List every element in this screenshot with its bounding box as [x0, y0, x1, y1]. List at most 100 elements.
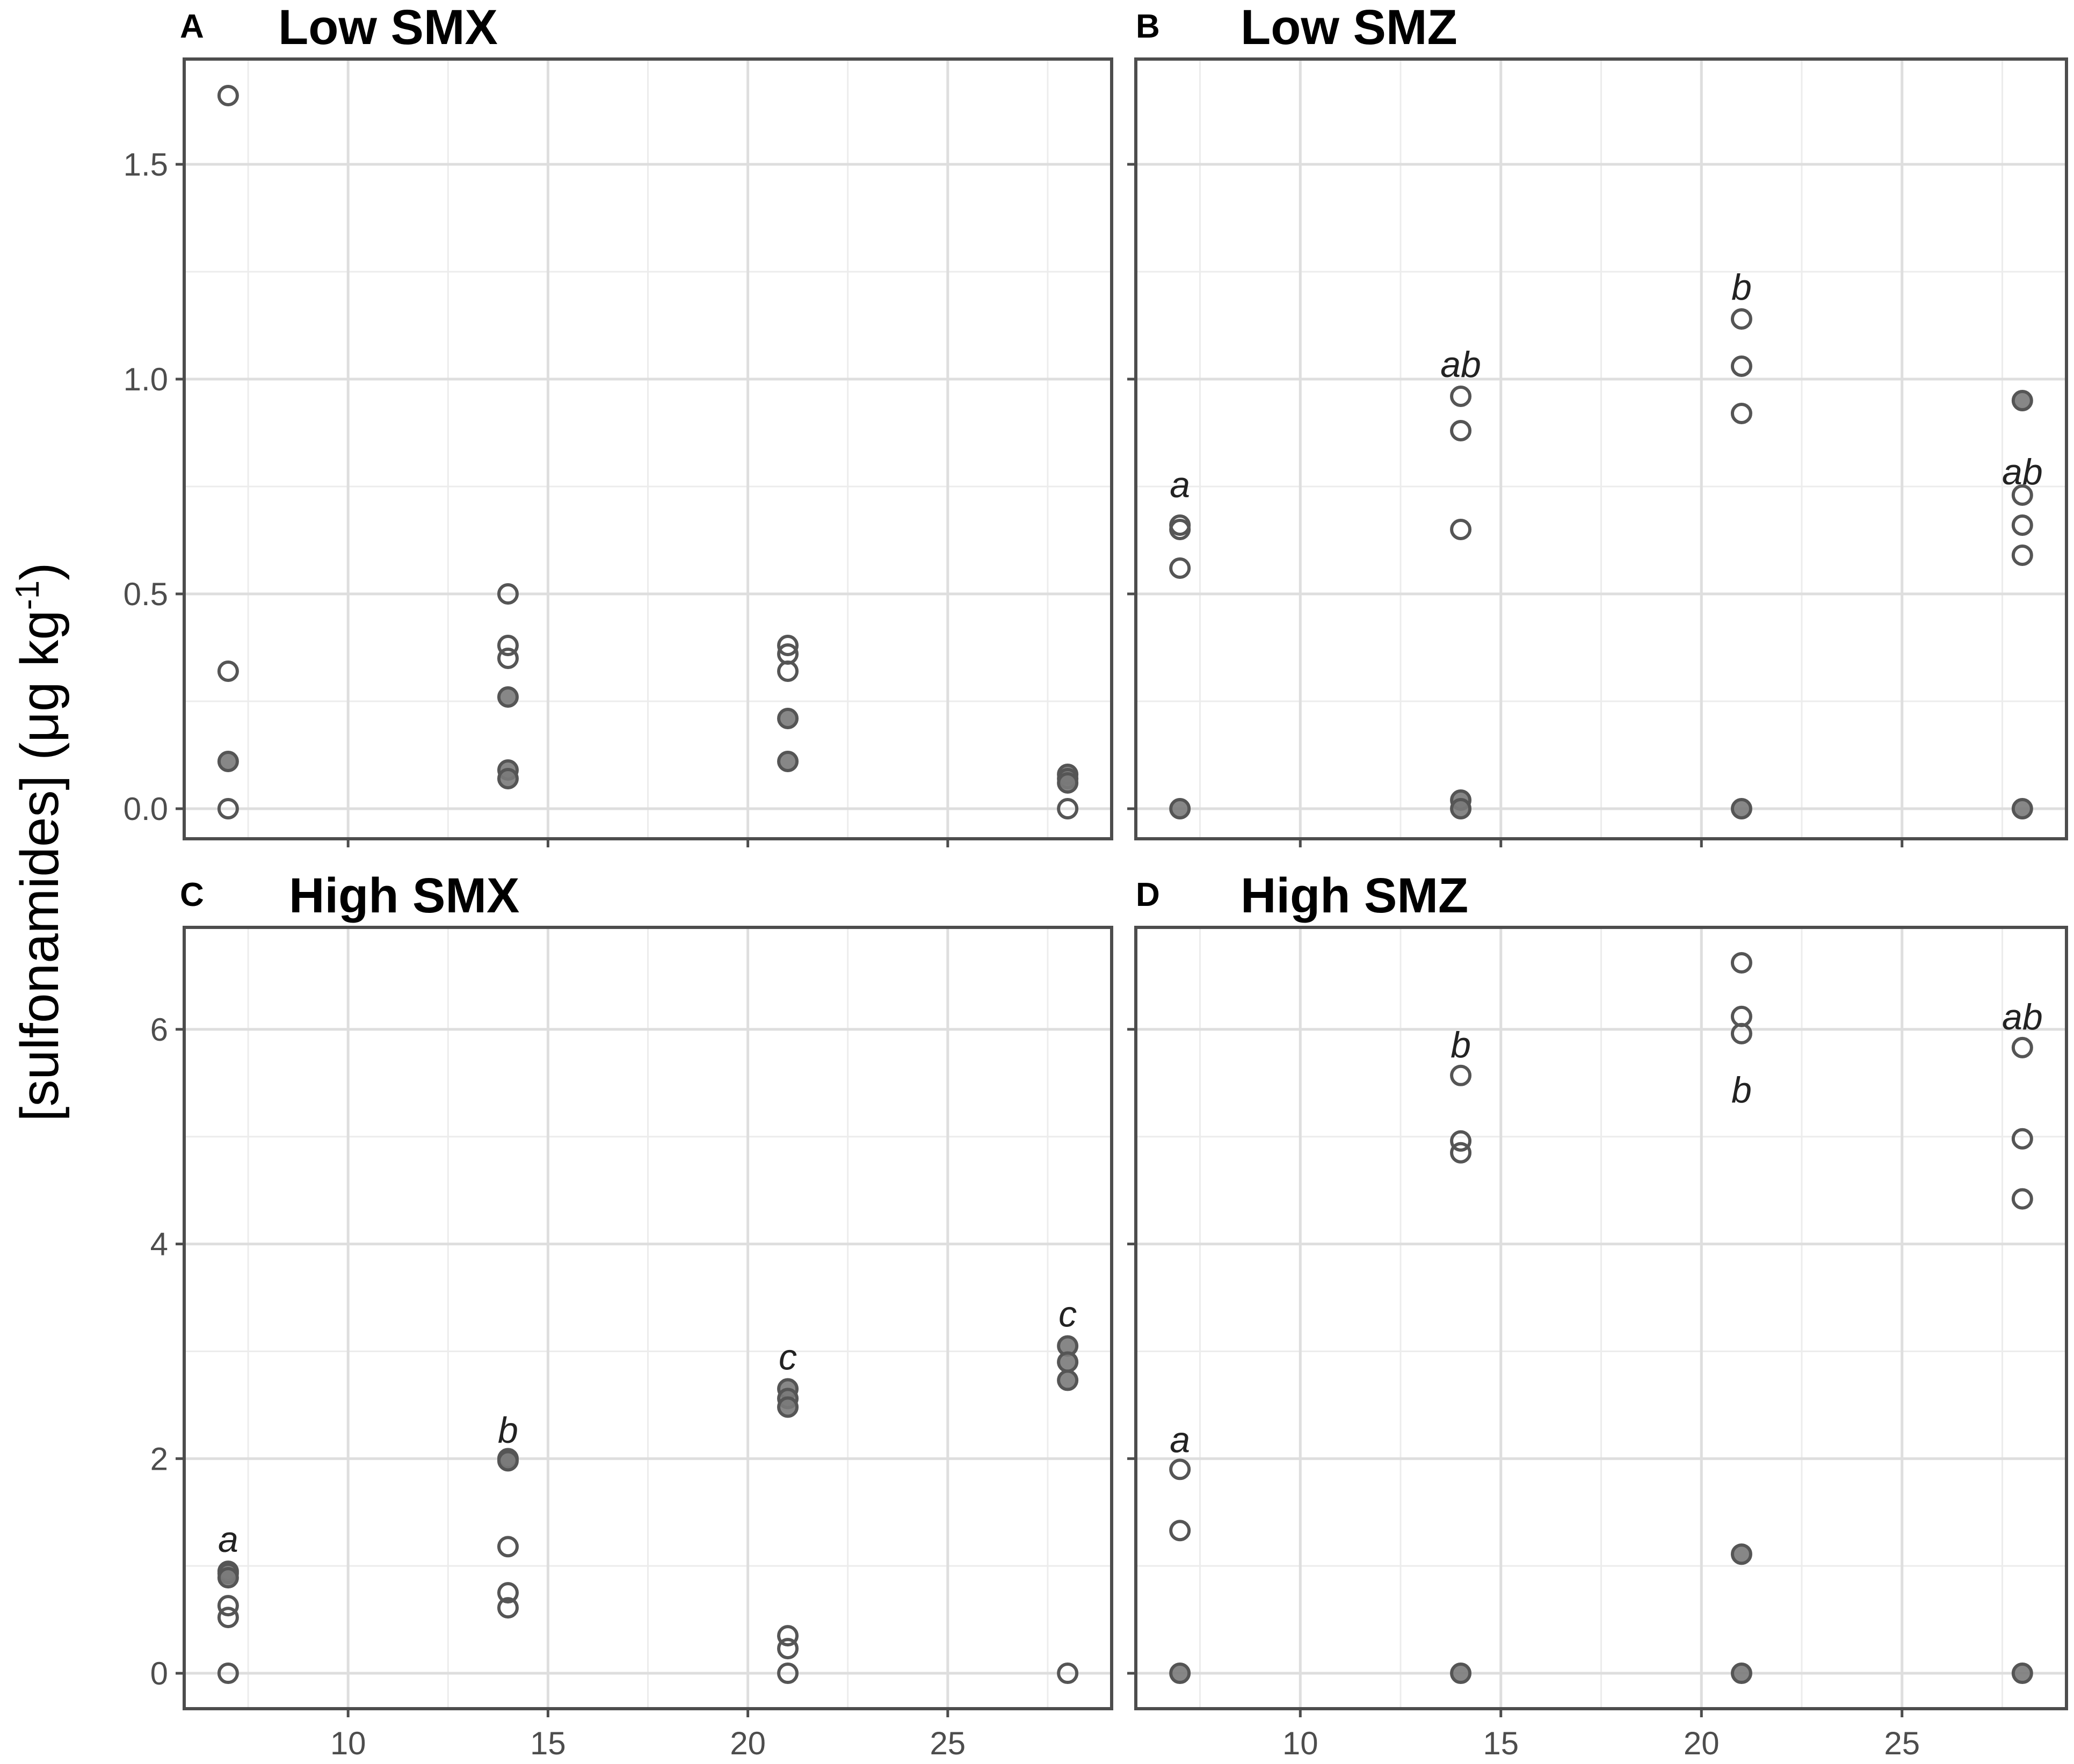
- panel-a: 0.0 0.5 1.0 1.5 A Low SMX: [124, 0, 1113, 847]
- data-point-open: [1730, 403, 1752, 424]
- significance-label: c: [779, 1337, 797, 1377]
- x-tick-label: 15: [1483, 1725, 1519, 1761]
- data-point-filled: [217, 751, 239, 772]
- data-point-open: [497, 1597, 519, 1619]
- significance-label: ab: [1440, 344, 1481, 385]
- data-point-open: [2011, 514, 2033, 536]
- x-tick-label: 15: [530, 1725, 566, 1761]
- data-point-open: [217, 660, 239, 682]
- data-point-open: [217, 1607, 239, 1629]
- data-point-open: [497, 583, 519, 605]
- data-point-open: [217, 1595, 239, 1617]
- significance-label: a: [218, 1519, 238, 1560]
- panel-c: 0 2 4 6 10 15 20 25 C High SMX a b c c: [150, 868, 1113, 1761]
- y-axis-label: [sulfonamides] (μg kg-1): [9, 563, 70, 1122]
- data-point-filled: [777, 1396, 799, 1418]
- data-point-open: [1169, 557, 1191, 579]
- x-tick-label: 25: [1884, 1725, 1920, 1761]
- data-point-open: [777, 643, 799, 665]
- data-point-filled: [1730, 1663, 1752, 1685]
- data-point-open: [1730, 355, 1752, 377]
- data-point-filled: [1057, 772, 1079, 794]
- data-point-open: [497, 1536, 519, 1558]
- x-tick-label: 20: [1684, 1725, 1720, 1761]
- significance-label: ab: [2002, 452, 2043, 492]
- panel-title: High SMZ: [1241, 868, 1468, 923]
- data-point-filled: [2011, 798, 2033, 819]
- data-point-open: [2011, 484, 2033, 506]
- y-tick-label: 0: [150, 1656, 168, 1692]
- data-point-filled: [1730, 798, 1752, 819]
- data-point-open: [497, 1582, 519, 1604]
- data-point-filled: [1730, 1543, 1752, 1565]
- data-point-open: [1169, 1520, 1191, 1542]
- data-point-open: [1450, 420, 1472, 441]
- data-point-filled: [1450, 798, 1472, 819]
- panel-letter: D: [1136, 876, 1160, 913]
- data-point-filled: [1057, 1351, 1079, 1373]
- data-point-open: [217, 798, 239, 819]
- data-point-open: [2011, 1128, 2033, 1150]
- data-point-open: [1730, 952, 1752, 974]
- data-point-filled: [1169, 798, 1191, 819]
- significance-label: b: [1451, 1025, 1471, 1065]
- data-point-open: [1730, 1005, 1752, 1027]
- panel-letter: C: [180, 876, 204, 913]
- significance-label: a: [1170, 1419, 1190, 1460]
- data-point-open: [1730, 308, 1752, 330]
- panels: 0.00.51.01.5A Low SMX B Low SMZaabbab024610…: [124, 0, 2068, 1761]
- x-tick-label: 10: [1282, 1725, 1318, 1761]
- data-point-open: [2011, 545, 2033, 566]
- data-point-open: [777, 1625, 799, 1647]
- panel-border: [183, 926, 1113, 1710]
- data-point-filled: [777, 751, 799, 772]
- data-point-filled: [2011, 1663, 2033, 1685]
- y-tick-label: 1.0: [124, 361, 168, 397]
- data-point-open: [217, 85, 239, 106]
- panel-title: High SMX: [289, 868, 519, 923]
- data-point-open: [777, 660, 799, 682]
- y-tick-label: 1.5: [124, 147, 168, 183]
- y-tick-label: 6: [150, 1012, 168, 1048]
- data-point-filled: [1450, 1663, 1472, 1685]
- data-point-open: [777, 1663, 799, 1685]
- significance-label: b: [1731, 267, 1752, 308]
- panel-b: B Low SMZ a ab b ab: [1127, 0, 2068, 847]
- x-tick-label: 20: [730, 1725, 766, 1761]
- data-point-filled: [1169, 1663, 1191, 1685]
- data-point-open: [1057, 1663, 1079, 1685]
- data-point-open: [1169, 1458, 1191, 1480]
- data-point-open: [1730, 1022, 1752, 1044]
- data-point-open: [217, 1663, 239, 1685]
- data-point-open: [1169, 519, 1191, 540]
- significance-label: c: [1058, 1294, 1077, 1335]
- significance-label: b: [498, 1410, 518, 1450]
- y-axis-label-main: [sulfonamides] (μg kg: [10, 610, 70, 1122]
- data-point-filled: [777, 708, 799, 729]
- data-point-open: [2011, 1188, 2033, 1210]
- data-point-open: [777, 635, 799, 656]
- data-point-open: [1450, 1064, 1472, 1086]
- data-point-open: [497, 635, 519, 656]
- data-point-filled: [1057, 1369, 1079, 1391]
- data-point-open: [1450, 1130, 1472, 1152]
- panel-title: Low SMZ: [1241, 0, 1457, 55]
- panel-letter: B: [1136, 8, 1160, 45]
- significance-label: a: [1170, 464, 1190, 505]
- x-tick-label: 10: [330, 1725, 366, 1761]
- y-tick-label: 4: [150, 1226, 168, 1262]
- y-axis-label-end: ): [10, 563, 70, 580]
- data-point-filled: [497, 1450, 519, 1472]
- data-point-filled: [497, 686, 519, 708]
- y-axis-label-superscript: -1: [9, 580, 46, 610]
- y-tick-label: 0.0: [124, 791, 168, 827]
- data-point-open: [1450, 1142, 1472, 1164]
- data-point-open: [497, 648, 519, 669]
- panel-border: [1134, 57, 2068, 840]
- data-point-open: [1450, 386, 1472, 407]
- data-point-open: [1450, 519, 1472, 540]
- x-tick-label: 25: [930, 1725, 966, 1761]
